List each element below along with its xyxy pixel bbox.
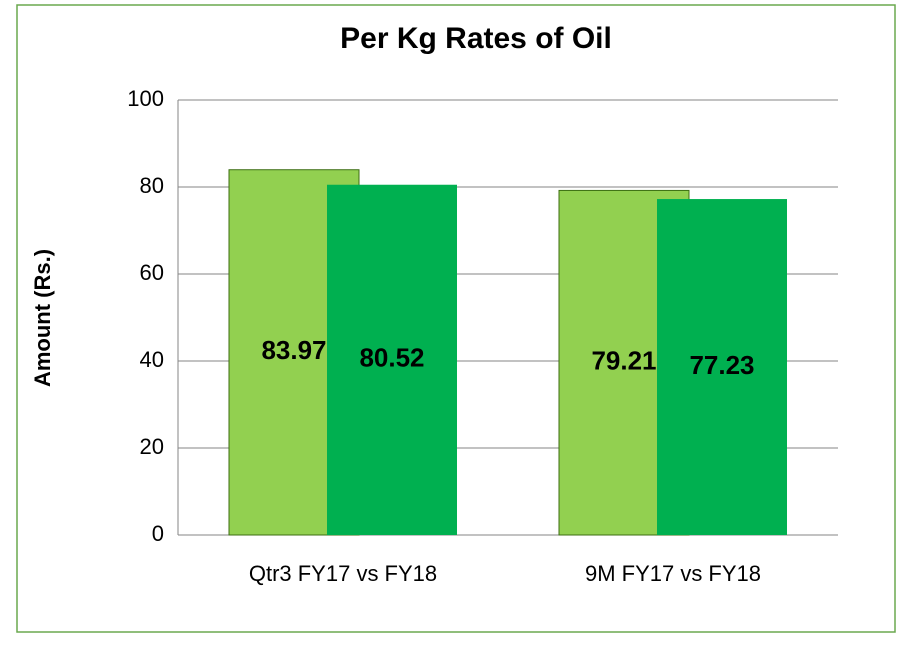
- y-tick-label: 40: [140, 347, 164, 372]
- chart-title: Per Kg Rates of Oil: [340, 22, 612, 55]
- bar: [327, 184, 457, 535]
- data-label: 77.23: [689, 350, 754, 380]
- y-tick-label: 80: [140, 173, 164, 198]
- y-tick-label: 60: [140, 260, 164, 285]
- data-label: 80.52: [359, 343, 424, 373]
- y-axis-label: Amount (Rs.): [30, 249, 55, 387]
- data-label: 83.97: [261, 335, 326, 365]
- data-label: 79.21: [591, 346, 656, 376]
- x-tick-label: Qtr3 FY17 vs FY18: [249, 561, 437, 586]
- x-tick-label: 9M FY17 vs FY18: [585, 561, 761, 586]
- y-tick-label: 100: [127, 86, 164, 111]
- y-tick-label: 0: [152, 521, 164, 546]
- y-tick-label: 20: [140, 434, 164, 459]
- bar: [657, 199, 787, 535]
